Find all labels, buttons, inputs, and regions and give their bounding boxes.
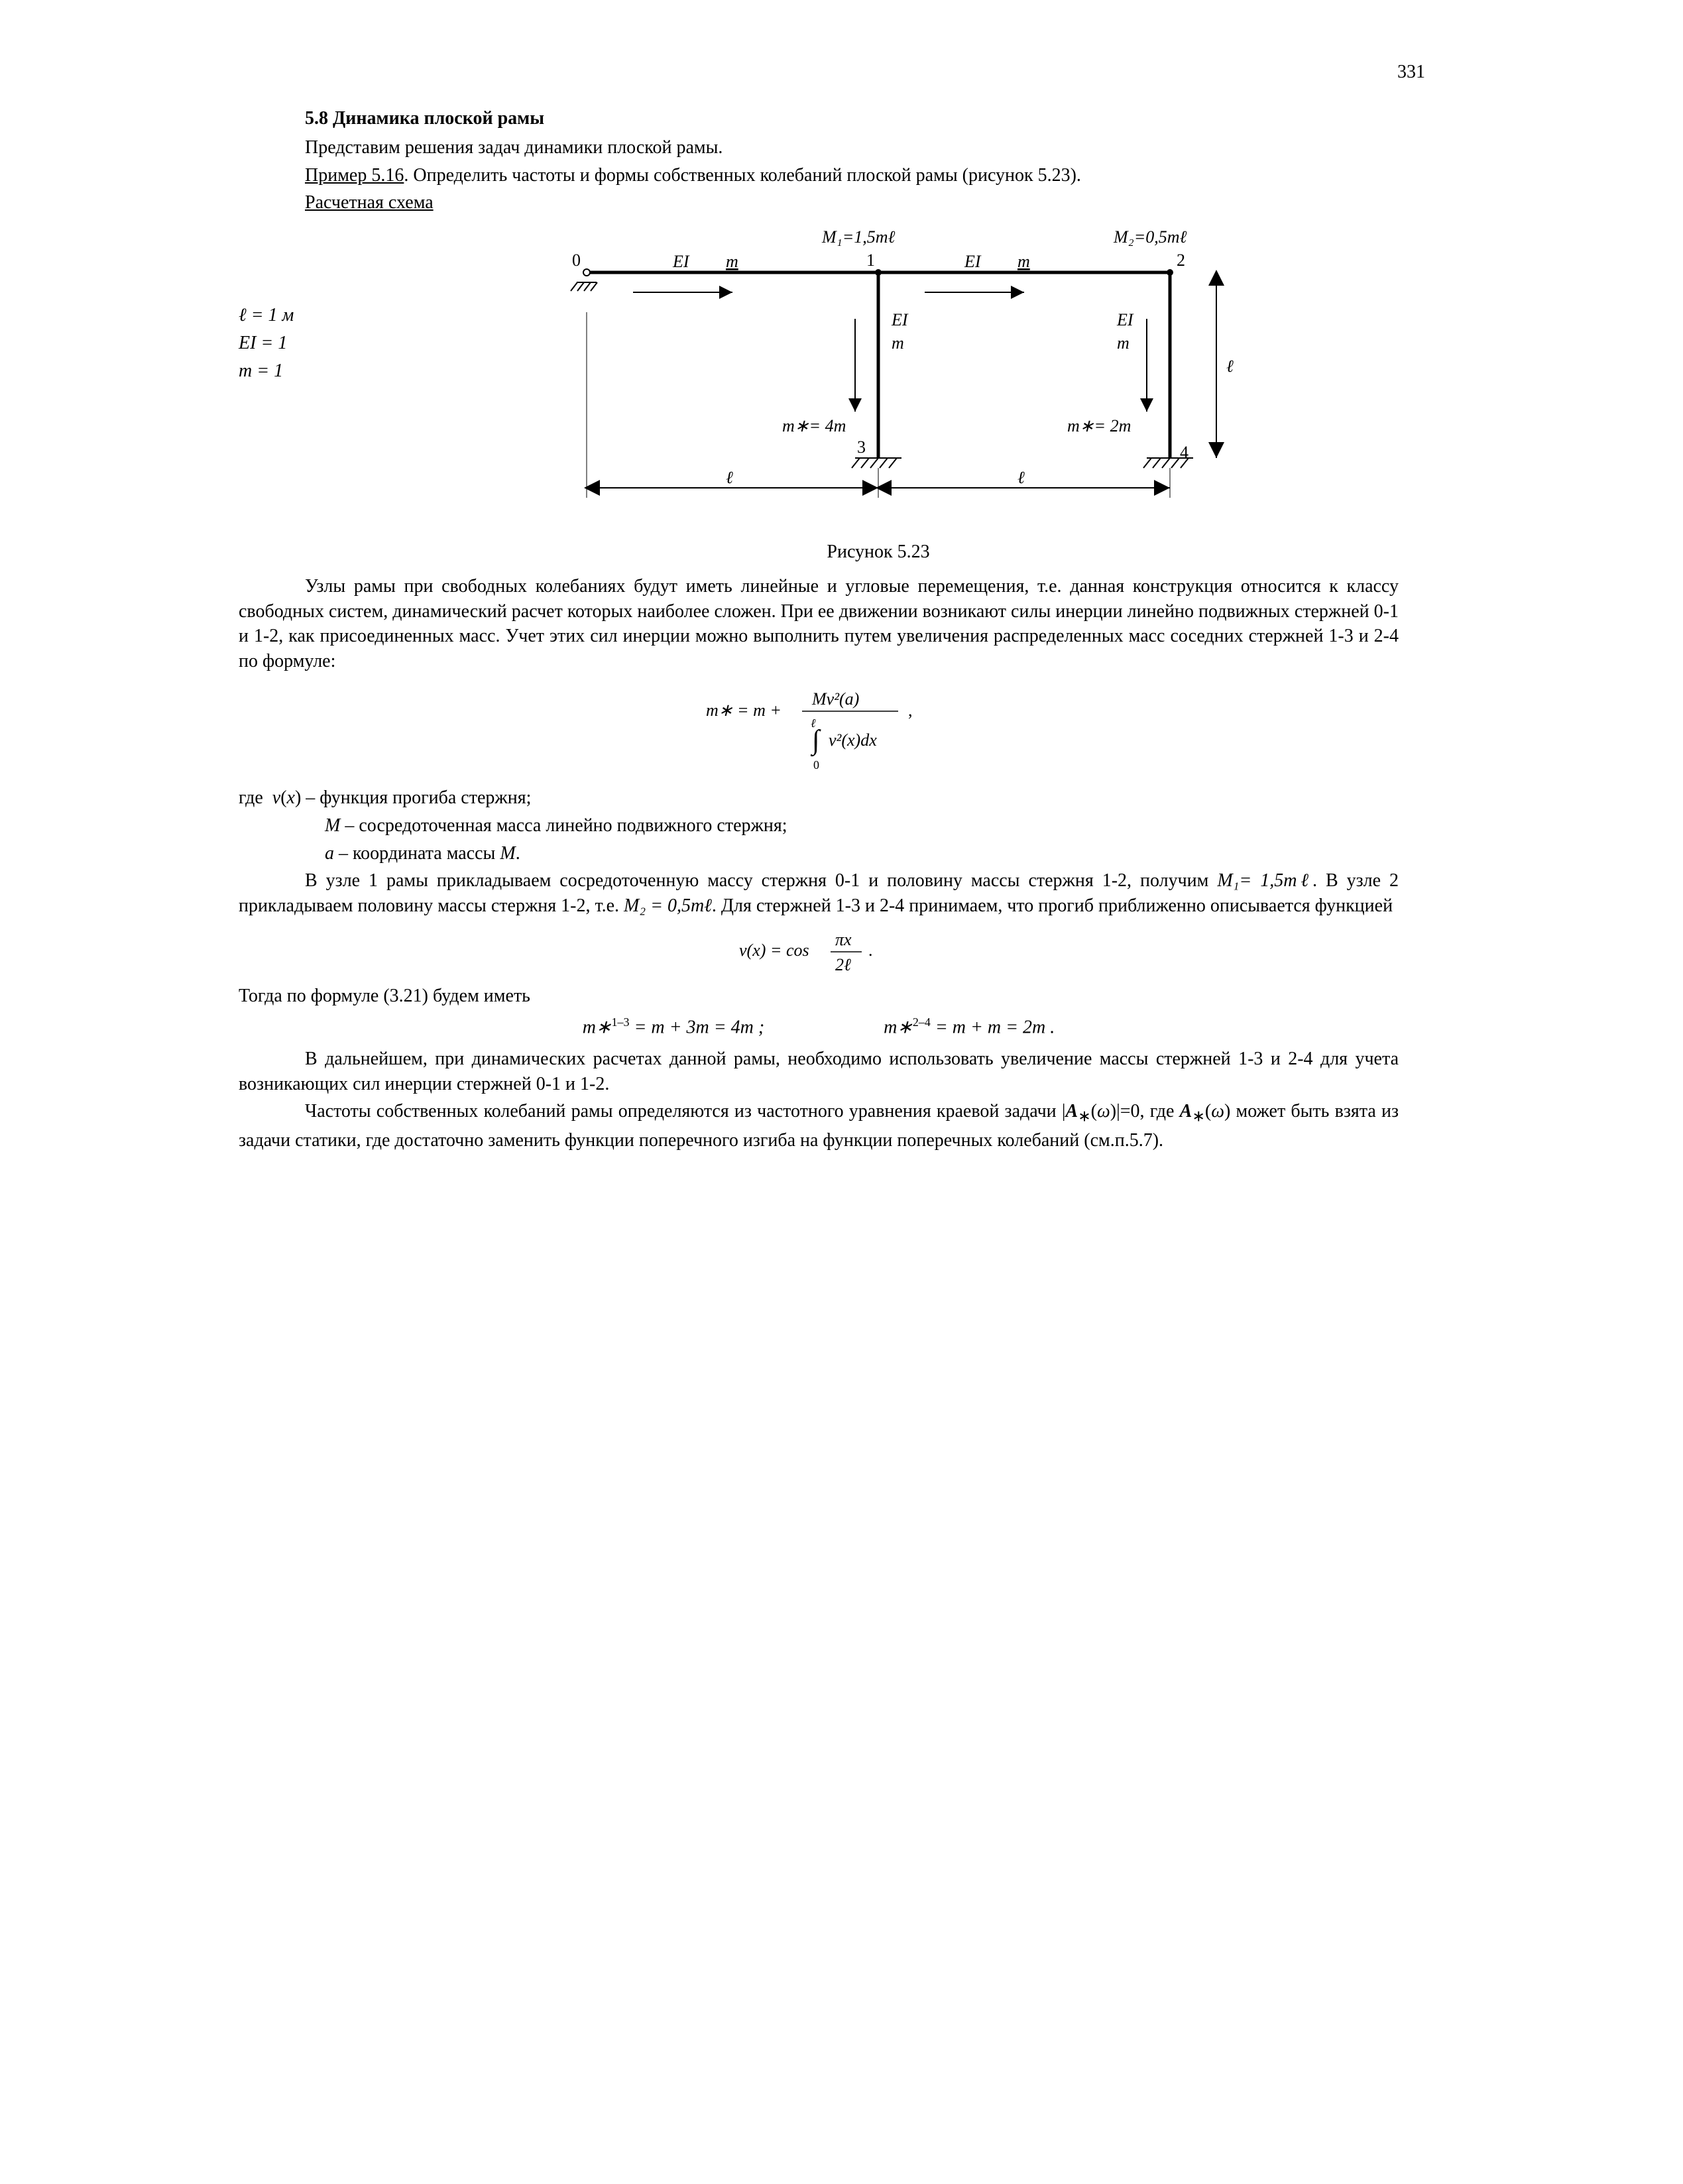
paragraph-1: Узлы рамы при свободных колебаниях будут… <box>239 574 1399 674</box>
mstar-13: m∗= 4m <box>782 416 846 435</box>
beam01-m: m <box>726 252 738 271</box>
beam01-EI: EI <box>672 252 690 271</box>
svg-text:.: . <box>868 941 873 960</box>
svg-text:ℓ: ℓ <box>811 717 816 730</box>
param-l: ℓ = 1 м <box>239 302 358 329</box>
param-m: m = 1 <box>239 357 358 385</box>
page-number: 331 <box>1397 60 1425 85</box>
paragraph-5: Частоты собственных колебаний рамы опред… <box>239 1099 1399 1153</box>
defs-where: где ν(x) – функция прогиба стержня; <box>239 785 1399 811</box>
param-EI: EI = 1 <box>239 329 358 357</box>
result-24: m∗2–4 = m + m = 2m . <box>884 1014 1055 1040</box>
where-label: где <box>239 787 263 808</box>
svg-text:πx: πx <box>835 930 852 949</box>
paragraph-3: Тогда по формуле (3.21) будем иметь <box>239 984 1399 1009</box>
mstar-24: m∗= 2m <box>1067 416 1131 435</box>
p5-c: =0, где <box>1120 1101 1180 1121</box>
node-3-label: 3 <box>857 437 866 457</box>
p5-a: Частоты собственных колебаний рамы опред… <box>305 1101 1062 1121</box>
p2-e: . Для стержней 1-3 и 2-4 принимаем, что … <box>712 895 1393 916</box>
dim-l1-label: ℓ <box>726 468 733 487</box>
diagram-row: ℓ = 1 м EI = 1 m = 1 <box>239 215 1399 574</box>
m2-label: M₂=0,5mℓ <box>1113 227 1187 247</box>
def-M-text: – сосредоточенная масса линейно подвижно… <box>340 815 787 836</box>
svg-text:2ℓ: 2ℓ <box>835 955 851 974</box>
formula-mstar: m∗ = m + Mν²(a) ∫ ℓ 0 ν²(x)dx , <box>239 679 1399 779</box>
svg-text:∫: ∫ <box>810 725 821 757</box>
node-1-label: 1 <box>866 251 875 270</box>
section-heading: 5.8 Динамика плоской рамы <box>305 106 1399 131</box>
node-4-label: 4 <box>1180 443 1189 462</box>
param-block: ℓ = 1 м EI = 1 m = 1 <box>239 215 358 385</box>
node-1-dot <box>875 269 882 276</box>
textbook-page: 331 5.8 Динамика плоской рамы Представим… <box>239 106 1399 1153</box>
formula-nu: ν(x) = cos πx 2ℓ . <box>239 924 1399 977</box>
node-0-label: 0 <box>572 251 581 270</box>
p5-d: A∗(ω) <box>1180 1101 1231 1121</box>
result-13: m∗1–3 = m + 3m = 4m ; <box>583 1014 764 1040</box>
svg-text:Mν²(a): Mν²(a) <box>811 689 859 709</box>
example-heading: Пример 5.16. Определить частоты и формы … <box>239 163 1399 188</box>
p2-d: M₂ = 0,5mℓ <box>624 895 712 916</box>
scheme-label: Расчетная схема <box>305 192 434 213</box>
dim-l2-label: ℓ <box>1017 468 1025 487</box>
svg-text:ν(x) = cos: ν(x) = cos <box>739 941 809 960</box>
p2-b: M₁= 1,5mℓ <box>1217 870 1312 891</box>
col13-EI: EI <box>891 310 909 329</box>
example-sentence: . Определить частоты и формы собственных… <box>404 165 1081 186</box>
scheme-label-line: Расчетная схема <box>239 190 1399 215</box>
node-0-dot <box>583 269 590 276</box>
frame-diagram: 0 1 2 3 4 M₁=1,5mℓ M₂=0,5mℓ EI m EI m EI <box>454 219 1303 531</box>
def-a-line: a – координата массы M. <box>239 841 1399 866</box>
col24-EI: EI <box>1116 310 1134 329</box>
support-0-icon <box>571 282 597 291</box>
intro-paragraph: Представим решения задач динамики плоско… <box>239 135 1399 160</box>
figure-caption: Рисунок 5.23 <box>358 540 1399 565</box>
node-2-dot <box>1167 269 1173 276</box>
diagram-wrap: 0 1 2 3 4 M₁=1,5mℓ M₂=0,5mℓ EI m EI m EI <box>358 219 1399 570</box>
support-3-icon <box>852 458 901 468</box>
p5-b: |A∗(ω)| <box>1062 1101 1120 1121</box>
beam12-m: m <box>1017 252 1030 271</box>
svg-text:m∗ = m +: m∗ = m + <box>706 701 782 720</box>
svg-text:,: , <box>908 701 913 720</box>
svg-text:ν²(x)dx: ν²(x)dx <box>829 730 877 750</box>
formula-mstar-results: m∗1–3 = m + 3m = 4m ; m∗2–4 = m + m = 2m… <box>239 1014 1399 1040</box>
def-M-line: M – сосредоточенная масса линейно подвиж… <box>239 813 1399 838</box>
def-v: ν <box>272 787 280 808</box>
def-a-text: – координата массы <box>334 843 500 864</box>
col13-m: m <box>892 333 904 353</box>
example-label: Пример 5.16 <box>305 165 404 186</box>
paragraph-2: В узле 1 рамы прикладываем сосредоточенн… <box>239 868 1399 919</box>
svg-text:0: 0 <box>813 758 819 772</box>
p2-a: В узле 1 рамы прикладываем сосредоточенн… <box>305 870 1217 891</box>
paragraph-4: В дальнейшем, при динамических расчетах … <box>239 1047 1399 1097</box>
m1-label: M₁=1,5mℓ <box>821 227 896 247</box>
def-v-text: – функция прогиба стержня; <box>301 787 531 808</box>
dim-l-vert-label: ℓ <box>1226 357 1234 376</box>
beam12-EI: EI <box>964 252 982 271</box>
node-2-label: 2 <box>1177 251 1185 270</box>
col24-m: m <box>1117 333 1130 353</box>
